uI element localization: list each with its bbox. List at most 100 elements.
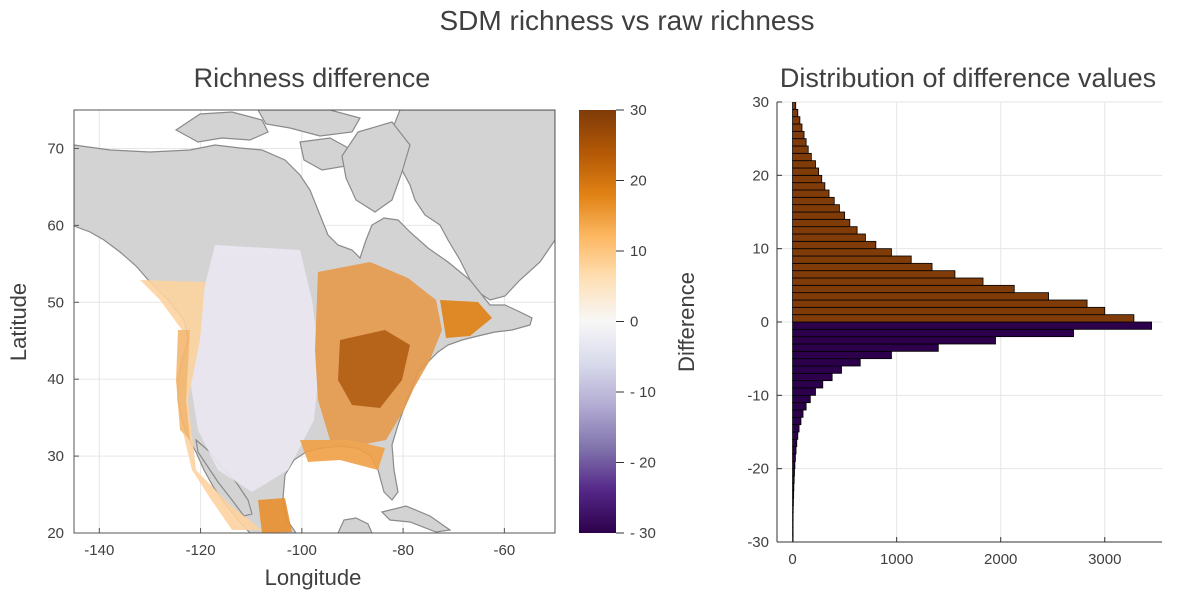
positive-difference-region xyxy=(140,280,262,530)
figure-title: SDM richness vs raw richness xyxy=(440,5,815,36)
histogram-y-tick-label: -20 xyxy=(747,461,769,478)
arctic-island xyxy=(257,110,361,137)
mexico-difference-region xyxy=(258,498,292,533)
histogram-bar xyxy=(792,130,805,140)
arctic-island xyxy=(174,111,269,143)
histogram-y-tick-label: 30 xyxy=(752,94,769,111)
histogram-title: Distribution of difference values xyxy=(780,63,1156,93)
histogram-bar xyxy=(792,460,796,470)
histogram-bar xyxy=(792,189,830,198)
histogram-bar xyxy=(792,277,984,286)
west-coast-difference-region xyxy=(176,330,190,440)
histogram-bar xyxy=(792,284,1015,294)
colorbar-tick-label: 10 xyxy=(630,243,647,260)
map-x-tick-label: -100 xyxy=(287,542,317,559)
histogram-bar xyxy=(792,292,1049,301)
map-title: Richness difference xyxy=(194,63,431,93)
cuba-island xyxy=(380,505,452,533)
histogram-bar xyxy=(792,196,835,206)
map-y-tick-label: 20 xyxy=(47,525,64,542)
histogram-y-ticks: 30 20 10 0 -10 -20 -30 xyxy=(747,94,782,551)
colorbar-tick-label: 30 xyxy=(630,102,647,119)
histogram-bar xyxy=(792,167,820,176)
histogram-x-tick-label: 2000 xyxy=(984,551,1017,568)
difference-overlay xyxy=(140,245,492,533)
colorbar-tick-label: 0 xyxy=(630,314,638,331)
histogram-x-tick-label: 1000 xyxy=(880,551,913,568)
histogram-bar xyxy=(792,424,800,433)
histogram-bar xyxy=(792,211,846,220)
histogram-bar xyxy=(792,145,809,154)
map-x-tick-label: -120 xyxy=(186,542,216,559)
histogram-bar xyxy=(792,453,796,462)
colorbar-ticks: 30 20 10 0 - 10 - 20 - 30 xyxy=(616,102,656,542)
histogram-bar xyxy=(792,350,892,360)
low-difference-region xyxy=(190,245,320,492)
histogram-bar xyxy=(792,204,840,213)
histogram-bar xyxy=(792,328,1074,338)
histogram-x-tick-label: 0 xyxy=(788,551,796,568)
histogram-bar xyxy=(792,262,933,272)
histogram-bar xyxy=(792,226,858,235)
map-x-tick-label: -80 xyxy=(392,542,414,559)
histogram-bar xyxy=(792,255,912,264)
colorbar-tick-label: - 20 xyxy=(630,455,656,472)
map-xlabel: Longitude xyxy=(265,565,362,590)
map-x-ticks: -140 -120 -100 -80 -60 xyxy=(84,528,515,559)
histogram-bar xyxy=(792,174,823,184)
histogram-bar xyxy=(792,123,803,132)
gulf-coast-difference-region xyxy=(300,440,385,470)
peak-difference-region xyxy=(338,330,410,408)
histogram-bar xyxy=(792,394,811,404)
histogram-bar xyxy=(792,358,861,367)
histogram-bar xyxy=(792,387,816,396)
map-y-tick-label: 50 xyxy=(47,294,64,311)
map-x-tick-label: -140 xyxy=(84,542,114,559)
histogram-bar xyxy=(792,365,842,374)
heatmap-panel: Richness difference Longitude Latitude xyxy=(6,63,556,590)
histogram-bar xyxy=(792,240,877,250)
colorbar-tick-label: - 30 xyxy=(630,525,656,542)
colorbar: 30 20 10 0 - 10 - 20 - 30 Difference xyxy=(579,102,699,542)
colorbar-tick-label: 20 xyxy=(630,173,647,190)
baffin-island xyxy=(341,121,411,213)
histogram-bar xyxy=(792,512,794,521)
map-y-tick-label: 40 xyxy=(47,371,64,388)
histogram-bar xyxy=(792,270,956,279)
histogram-y-tick-label: -30 xyxy=(747,534,769,551)
histogram-bar xyxy=(792,519,794,528)
histogram-bar xyxy=(792,409,804,418)
histogram-bar xyxy=(792,248,892,257)
histogram-bar xyxy=(792,218,851,228)
colorbar-tick-label: - 10 xyxy=(630,384,656,401)
histogram-bar xyxy=(792,299,1088,308)
histogram-bar xyxy=(792,431,799,440)
histogram-y-tick-label: -10 xyxy=(747,387,769,404)
histogram-y-tick-label: 20 xyxy=(752,167,769,184)
histogram-bar xyxy=(792,372,833,382)
colorbar-label: Difference xyxy=(674,272,699,372)
yucatan-peninsula xyxy=(337,517,373,533)
histogram-bar xyxy=(792,116,801,125)
histogram-bar xyxy=(792,490,795,499)
histogram-x-tick-label: 3000 xyxy=(1088,551,1121,568)
histogram-bar xyxy=(792,416,802,426)
histogram-bars xyxy=(792,102,1152,542)
histogram-bar xyxy=(792,475,795,484)
histogram-bar xyxy=(792,233,866,242)
histogram-bar xyxy=(792,482,795,492)
histogram-bar xyxy=(792,306,1106,316)
map-y-ticks: 20 30 40 50 60 70 xyxy=(47,140,79,542)
map-area xyxy=(74,110,555,533)
histogram-bar xyxy=(792,380,824,389)
map-y-tick-label: 60 xyxy=(47,217,64,234)
map-ylabel: Latitude xyxy=(6,283,31,361)
histogram-bar xyxy=(792,160,816,169)
histogram-bar xyxy=(792,321,1152,330)
histogram-bar xyxy=(792,526,794,536)
histogram-bar xyxy=(792,497,794,506)
histogram-y-tick-label: 10 xyxy=(752,241,769,258)
map-frame xyxy=(73,109,556,534)
histogram-bar xyxy=(792,438,798,448)
